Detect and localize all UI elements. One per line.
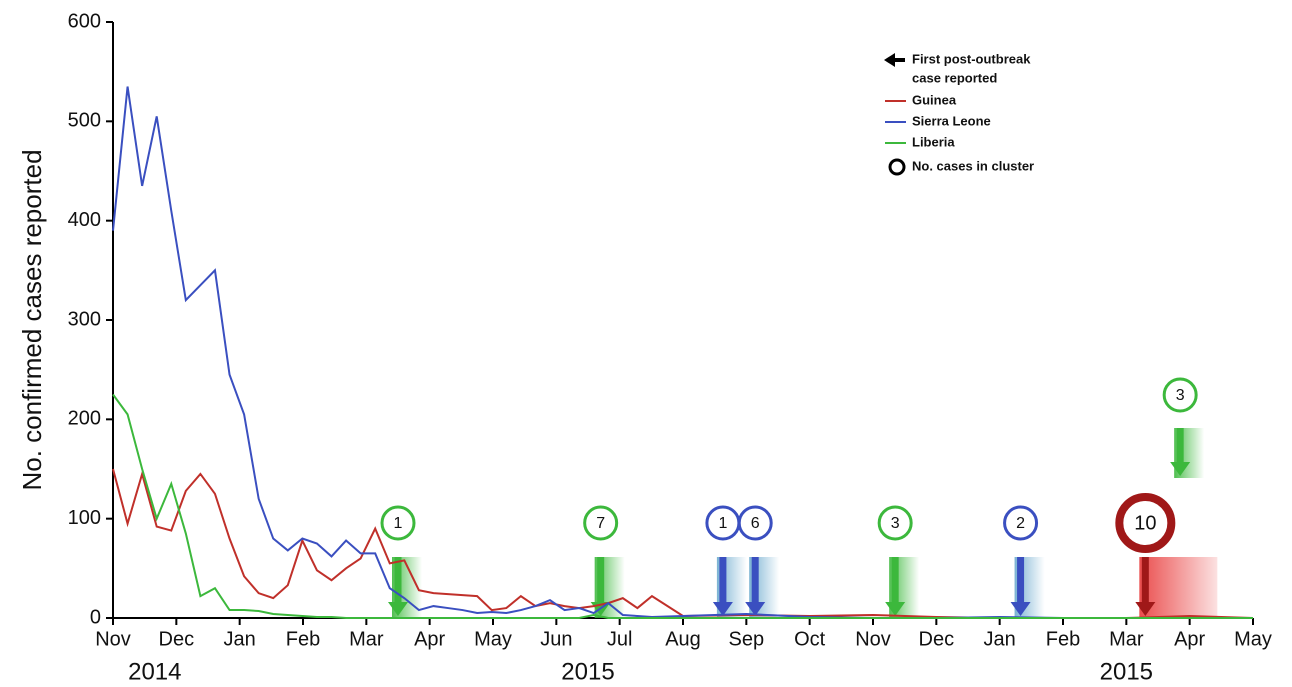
y-tick-label: 400	[68, 209, 101, 231]
x-tick-label: Nov	[95, 628, 131, 650]
series-line	[112, 468, 1254, 619]
x-tick-label: Feb	[286, 628, 320, 650]
x-tick-label: Sep	[729, 628, 765, 650]
arrow-head	[1135, 602, 1156, 616]
arrow-head	[712, 602, 733, 616]
cluster-circle	[1115, 493, 1176, 553]
cluster-count: 6	[751, 515, 760, 532]
legend-label: First post-outbreak	[912, 51, 1031, 66]
arrow-head	[885, 602, 906, 616]
x-tick-label: Dec	[159, 628, 195, 650]
year-label: 2015	[561, 658, 614, 685]
legend-arrow-head	[884, 53, 895, 67]
arrow-shade	[1139, 557, 1218, 618]
legend-label: Sierra Leone	[912, 113, 991, 128]
legend-label: Liberia	[912, 134, 955, 149]
cluster-count: 2	[1016, 515, 1025, 532]
cluster-count: 1	[718, 515, 727, 532]
x-tick-label: Apr	[414, 628, 445, 650]
x-tick-label: Mar	[349, 628, 384, 650]
cluster-circle	[583, 505, 619, 541]
y-tick-label: 500	[68, 110, 101, 132]
year-label: 2015	[1100, 658, 1153, 685]
cluster-count: 10	[1134, 512, 1156, 534]
x-tick-label: Oct	[794, 628, 826, 650]
cluster-count: 7	[596, 515, 605, 532]
arrow-head	[1170, 462, 1191, 476]
arrow-head	[388, 602, 408, 616]
x-tick-label: Jan	[984, 628, 1016, 650]
legend-label: No. cases in cluster	[912, 158, 1034, 173]
y-tick-label: 100	[68, 507, 101, 529]
y-tick-label: 300	[68, 308, 101, 330]
x-tick-label: Jan	[224, 628, 256, 650]
cluster-count: 3	[1176, 387, 1185, 404]
legend-label: Guinea	[912, 92, 957, 107]
arrow-head	[1010, 602, 1031, 616]
x-tick-label: May	[1234, 628, 1272, 650]
series-line	[112, 86, 1253, 619]
cluster-count: 3	[891, 515, 900, 532]
cluster-circle	[1003, 505, 1039, 541]
y-tick-label: 0	[90, 606, 101, 628]
x-tick-label: Feb	[1046, 628, 1080, 650]
y-tick-label: 600	[68, 10, 101, 32]
series-line	[112, 393, 1253, 619]
legend-circle	[888, 158, 906, 176]
cluster-circle	[380, 505, 416, 541]
x-tick-label: May	[474, 628, 512, 650]
x-tick-label: Aug	[665, 628, 701, 650]
x-tick-label: Jul	[607, 628, 633, 650]
cluster-circle	[1162, 377, 1198, 413]
year-label: 2014	[128, 658, 181, 685]
x-tick-label: Nov	[855, 628, 891, 650]
x-tick-label: Jun	[540, 628, 572, 650]
cluster-circle	[877, 505, 913, 541]
arrow-head	[745, 602, 766, 616]
x-tick-label: Apr	[1174, 628, 1205, 650]
y-tick-label: 200	[68, 408, 101, 430]
x-tick-label: Mar	[1109, 628, 1144, 650]
legend-label: case reported	[912, 70, 997, 85]
x-tick-label: Dec	[919, 628, 955, 650]
cluster-circle	[737, 505, 773, 541]
y-axis-label: No. confirmed cases reported	[17, 149, 47, 490]
cluster-count: 1	[394, 515, 403, 532]
